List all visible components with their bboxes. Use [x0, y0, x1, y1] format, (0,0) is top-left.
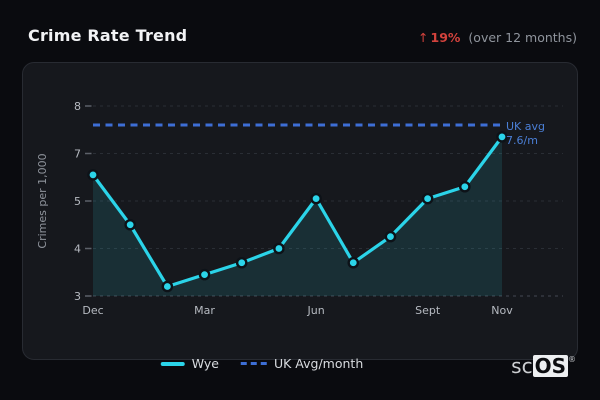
- wye-line: [91, 135, 504, 289]
- data-point-marker[interactable]: [124, 218, 136, 231]
- data-point-marker[interactable]: [273, 242, 285, 255]
- legend-item-uk-avg[interactable]: UK Avg/month: [240, 356, 364, 371]
- chart-legend: Wye UK Avg/month: [160, 356, 364, 371]
- x-tick-label: Mar: [194, 304, 215, 317]
- trend-caption: (over 12 months): [468, 30, 577, 45]
- uk-avg-annotation-label: UK avg: [506, 120, 545, 133]
- data-point-marker[interactable]: [87, 169, 99, 181]
- wye-line-swatch-icon: [160, 361, 185, 366]
- crime-trend-chart: 3 4 5 7 8 Crimes per 1,000 Dec Mar Jun Sept Nov: [36, 100, 563, 317]
- uk-avg-annotation: UK avg 7.6/m: [506, 120, 545, 147]
- logo-suffix: OS: [532, 354, 568, 378]
- x-tick-label: Dec: [82, 304, 103, 317]
- y-tick-label: 7: [74, 148, 81, 161]
- x-tick-label: Sept: [415, 304, 441, 317]
- page-title: Crime Rate Trend: [28, 26, 188, 45]
- data-point-marker[interactable]: [161, 280, 174, 293]
- legend-label: Wye: [191, 356, 219, 371]
- trend-percentage: 19%: [430, 30, 461, 45]
- y-tick-label: 3: [74, 290, 81, 303]
- registered-mark-icon: ®: [568, 355, 576, 364]
- chart-card: 3 4 5 7 8 Crimes per 1,000 Dec Mar Jun Sept Nov UK…: [22, 62, 578, 360]
- logo-prefix: sc: [511, 354, 533, 378]
- y-axis-label: Crimes per 1,000: [36, 153, 49, 248]
- trend-stat: ↑ 19% (over 12 months): [418, 30, 577, 45]
- scos-logo: sc OS ®: [511, 355, 576, 377]
- uk-avg-line-swatch-icon: [240, 362, 267, 365]
- data-point-marker[interactable]: [310, 192, 322, 205]
- data-point-marker[interactable]: [235, 256, 248, 269]
- data-point-marker[interactable]: [384, 230, 397, 243]
- data-point-marker[interactable]: [496, 131, 508, 143]
- data-point-marker[interactable]: [198, 268, 211, 281]
- data-point-marker[interactable]: [347, 256, 360, 269]
- up-arrow-icon: ↑: [418, 30, 429, 45]
- data-point-marker[interactable]: [421, 192, 434, 205]
- data-point-marker[interactable]: [459, 180, 471, 193]
- uk-avg-annotation-value: 7.6/m: [506, 133, 538, 147]
- y-tick-label: 5: [74, 195, 81, 208]
- y-tick-label: 4: [74, 243, 81, 256]
- legend-label: UK Avg/month: [273, 356, 364, 371]
- wye-area: [93, 136, 502, 296]
- x-tick-label: Jun: [306, 304, 324, 317]
- x-tick-label: Nov: [491, 304, 513, 317]
- y-tick-label: 8: [74, 100, 81, 113]
- legend-item-wye[interactable]: Wye: [160, 356, 219, 371]
